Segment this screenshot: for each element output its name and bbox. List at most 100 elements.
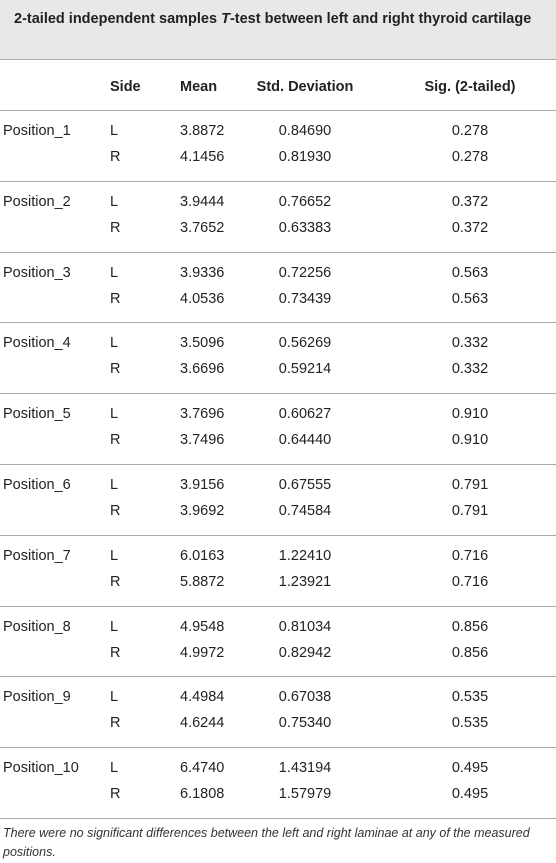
table-cell: 3.9692 [180, 503, 225, 519]
column-header: Side [110, 79, 141, 95]
table-cell: 0.73439 [278, 290, 332, 307]
rule [0, 393, 556, 395]
table-cell: 3.8872 [180, 123, 225, 139]
table-cell: 0.372 [451, 219, 489, 236]
title-text: -test between left and right thyroid car… [229, 11, 532, 27]
rule [0, 180, 556, 182]
table-cell: 0.535 [451, 689, 489, 706]
column-header: Mean [180, 79, 218, 95]
table-cell: 0.76652 [278, 193, 332, 210]
table-cell: 0.63383 [278, 219, 332, 236]
table-cell: 0.716 [451, 573, 489, 590]
table-cell: R [110, 573, 121, 590]
table-cell: 0.67555 [278, 477, 332, 493]
rule [0, 110, 556, 111]
table-cell: 6.4740 [180, 760, 225, 777]
table-cell: 0.278 [451, 123, 489, 139]
rule [0, 464, 556, 465]
table-cell: 0.81930 [278, 149, 332, 165]
table-cell: 0.332 [451, 361, 489, 378]
table-cell: 0.856 [451, 644, 489, 661]
table-cell: L [110, 193, 119, 210]
table-cell: 0.332 [451, 335, 489, 352]
table-cell: 0.64440 [278, 432, 332, 449]
table-cell: 0.563 [451, 264, 489, 281]
table-cell: L [110, 547, 119, 564]
table-cell: 0.495 [451, 760, 489, 777]
table-cell: R [110, 715, 121, 732]
column-header: Std. Deviation [256, 79, 354, 95]
table-cell: 6.1808 [180, 786, 225, 803]
table-cell: 0.910 [451, 406, 489, 423]
table-cell: R [110, 503, 121, 519]
position-label: Position_1 [3, 123, 71, 139]
position-label: Position_9 [3, 689, 71, 706]
table-cell: 1.22410 [278, 547, 332, 564]
position-label: Position_10 [3, 760, 79, 777]
rule [0, 747, 556, 749]
table-cell: 3.7696 [180, 406, 225, 423]
position-label: Position_6 [3, 477, 71, 493]
table-cell: L [110, 123, 119, 139]
table-title: 2-tailed independent samples T-test betw… [0, 0, 556, 60]
table-cell: 0.716 [451, 547, 489, 564]
table-cell: 4.9548 [180, 618, 225, 635]
table-cell: 6.0163 [180, 547, 225, 564]
table-cell: 0.856 [451, 618, 489, 635]
position-label: Position_7 [3, 547, 71, 564]
table-cell: R [110, 149, 121, 165]
table-cell: L [110, 760, 119, 777]
table-cell: 4.0536 [180, 290, 225, 307]
table-cell: 0.75340 [278, 715, 332, 732]
table-cell: 4.9972 [180, 644, 225, 661]
column-header: Sig. (2-tailed) [424, 79, 516, 95]
table-cell: 3.9336 [180, 264, 225, 281]
table-cell: R [110, 786, 121, 803]
table-cell: R [110, 219, 121, 236]
table-cell: 0.372 [451, 193, 489, 210]
table-cell: 0.791 [451, 503, 489, 519]
table-cell: 0.56269 [278, 335, 332, 352]
position-label: Position_5 [3, 406, 71, 423]
position-label: Position_2 [3, 193, 71, 210]
table-cell: L [110, 689, 119, 706]
rule [0, 322, 556, 324]
table-cell: 3.9444 [180, 193, 225, 210]
table-cell: 0.535 [451, 715, 489, 732]
table-cell: 0.81034 [278, 618, 332, 635]
position-label: Position_4 [3, 335, 71, 352]
title-text: 2-tailed independent samples [14, 11, 222, 27]
table-cell: 3.7496 [180, 432, 225, 449]
table-cell: 0.74584 [278, 503, 332, 519]
table-cell: 3.7652 [180, 219, 225, 236]
table-cell: 0.84690 [278, 123, 332, 139]
table-cell: L [110, 477, 119, 493]
table-cell: 0.495 [451, 786, 489, 803]
table-cell: 3.5096 [180, 335, 225, 352]
rule [0, 676, 556, 678]
position-label: Position_3 [3, 264, 71, 281]
table-cell: 0.67038 [278, 689, 332, 706]
rule [0, 534, 556, 536]
rule [0, 818, 556, 819]
rule [0, 605, 556, 607]
table-cell: 1.57979 [278, 786, 332, 803]
table-cell: 1.43194 [278, 760, 332, 777]
table-cell: 3.6696 [180, 361, 225, 378]
footnote: There were no significant differences be… [3, 826, 530, 859]
position-label: Position_8 [3, 618, 71, 635]
table-cell: 0.563 [451, 290, 489, 307]
table-cell: 0.60627 [278, 406, 332, 423]
table-cell: L [110, 264, 119, 281]
table-cell: R [110, 432, 121, 449]
table-cell: 0.59214 [278, 361, 332, 378]
table-cell: R [110, 290, 121, 307]
table-cell: 0.278 [451, 149, 489, 165]
table-cell: R [110, 644, 121, 661]
table-cell: 0.82942 [278, 644, 332, 661]
table-cell: L [110, 618, 119, 635]
table-cell: 5.8872 [180, 573, 225, 590]
table-cell: 0.791 [451, 477, 489, 493]
table-cell: 1.23921 [278, 573, 332, 590]
